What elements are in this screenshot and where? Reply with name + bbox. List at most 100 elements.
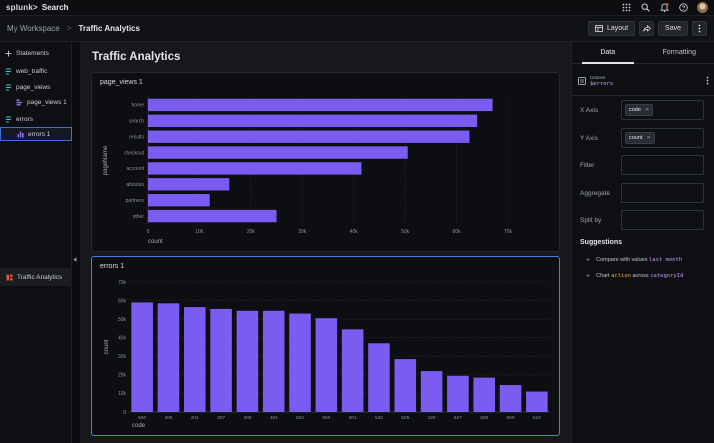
remove-chip-icon[interactable]: ✕ (644, 107, 650, 113)
x-tick-label: 60k (453, 229, 462, 235)
dashboard-canvas: Traffic Analytics page_views 1 0 10k 20k 30… (80, 42, 571, 443)
help-icon[interactable] (678, 3, 688, 13)
panel-tabs: Data Formatting (572, 42, 714, 64)
x-axis-dropzone[interactable]: code ✕ (621, 100, 704, 120)
x-tick-label: 10k (195, 229, 204, 235)
x-axis-field: X Axis code ✕ (580, 100, 706, 120)
x-tick-label: 307 (217, 415, 225, 421)
split-by-field: Split by (580, 210, 706, 230)
dashboard-link-label: Traffic Analytics (17, 273, 63, 281)
top-icons (621, 2, 708, 13)
tab-formatting[interactable]: Formatting (662, 49, 696, 56)
x-tick-label: 70k (504, 229, 513, 235)
dataset-icon (6, 116, 11, 122)
bar (499, 385, 522, 412)
page-views-bar-chart[interactable]: 0 10k 20k 30k 40k 50k 60k 70k home search results c… (92, 73, 561, 253)
bar (368, 343, 390, 412)
bar (315, 318, 338, 412)
y-tick-label: checkout (124, 150, 145, 156)
x-tick-label: 505 (401, 415, 409, 421)
bar (341, 329, 364, 412)
suggestion-keyword: last month (648, 257, 683, 263)
x-tick-label: 50k (401, 229, 410, 235)
layout-button[interactable]: Layout (588, 21, 636, 36)
bar (148, 178, 230, 191)
x-tick-label: 301 (349, 415, 357, 421)
y-tick-label: 30k (118, 354, 127, 360)
caret-left-icon (73, 256, 77, 262)
x-axis-chip[interactable]: code ✕ (625, 104, 654, 116)
x-tick-label: 500 (138, 415, 146, 421)
chip-label: code (629, 107, 641, 113)
more-options-button[interactable] (692, 21, 707, 36)
tree-item-errors-1[interactable]: errors 1 (0, 127, 72, 141)
workspace-header: My Workspace > Traffic Analytics Layout … (0, 16, 714, 42)
bar (148, 162, 362, 175)
tree-item-page-views[interactable]: page_views (5, 80, 69, 94)
bar (526, 391, 548, 412)
dataset-icon (6, 84, 11, 90)
suggestion-text: Compare with values (596, 257, 648, 263)
bar (447, 375, 469, 412)
x-tick-label: 0 (147, 229, 150, 235)
add-statement-button[interactable]: Statements (5, 46, 69, 60)
chart-title: page_views 1 (100, 79, 143, 86)
page-title: Traffic Analytics (92, 51, 181, 63)
filter-dropzone[interactable] (621, 155, 704, 175)
dashboard-link[interactable]: Traffic Analytics (0, 268, 72, 286)
bar (148, 114, 478, 128)
breadcrumb-workspace[interactable]: My Workspace (7, 24, 60, 33)
save-button[interactable]: Save (658, 21, 688, 36)
x-axis-label: X Axis (580, 106, 599, 114)
y-axis-label: pageName (103, 145, 109, 175)
tab-data[interactable]: Data (572, 42, 644, 64)
plus-icon: + (586, 256, 591, 264)
dataset-text: Dataset $errors (590, 75, 613, 87)
properties-panel: Data Formatting Dataset $errors X Axis c… (571, 42, 714, 443)
x-tick-label: 404 (270, 415, 278, 421)
user-avatar[interactable] (697, 2, 708, 13)
app-brand[interactable]: splunk> Search (6, 3, 69, 12)
tree-item-web-traffic[interactable]: web_traffic (5, 64, 69, 78)
y-tick-label: search (129, 119, 144, 125)
x-tick-label: 408 (243, 415, 251, 421)
dashboard-icon (6, 274, 13, 280)
x-tick-label: 509 (507, 415, 515, 421)
bar (262, 310, 285, 412)
tree-item-label: errors (16, 115, 33, 123)
search-icon[interactable] (640, 3, 650, 13)
divider (572, 95, 714, 96)
dataset-selector[interactable]: Dataset $errors (578, 70, 709, 92)
dataset-menu-icon[interactable] (706, 76, 709, 87)
y-axis-dropzone[interactable]: count ✕ (621, 128, 704, 148)
bar (148, 209, 277, 223)
tree-item-page-views-1[interactable]: page_views 1 (16, 95, 70, 109)
chart-card-errors[interactable]: errors 1 0 10k 20k 30k 40k 50k 60k 70k 500 200 201… (91, 256, 560, 436)
apps-grid-icon[interactable] (621, 3, 631, 13)
x-tick-label: 503 (322, 415, 330, 421)
y-tick-label: partners (126, 198, 145, 204)
split-by-dropzone[interactable] (621, 210, 704, 230)
collapse-panel-handle[interactable] (72, 252, 78, 266)
x-axis-label: count (148, 239, 163, 245)
remove-chip-icon[interactable]: ✕ (646, 135, 651, 141)
y-tick-label: other (133, 214, 145, 220)
chart-card-page-views[interactable]: page_views 1 0 10k 20k 30k 40k 50k 60k 70k home s… (91, 72, 560, 252)
plus-icon (5, 50, 12, 56)
x-tick-label: 429 (428, 415, 436, 421)
y-axis-chip[interactable]: count ✕ (625, 132, 655, 144)
suggestion-compare[interactable]: + Compare with values last month (586, 255, 682, 265)
share-button[interactable] (639, 21, 655, 36)
tree-item-errors[interactable]: errors (5, 112, 69, 126)
y-tick-label: 20k (118, 373, 127, 379)
x-tick-label: 20k (247, 229, 256, 235)
y-tick-label: 50k (118, 317, 127, 323)
filter-label: Filter (580, 161, 595, 169)
tree-item-label: page_views (16, 83, 51, 91)
notification-bell-icon[interactable] (659, 2, 669, 13)
aggregate-dropzone[interactable] (621, 183, 704, 203)
dataset-icon (578, 77, 586, 85)
suggestion-chart-action[interactable]: + Chart action across categoryId (586, 271, 683, 281)
top-navigation-bar: splunk> Search (0, 0, 714, 16)
errors-column-chart[interactable]: 0 10k 20k 30k 40k 50k 60k 70k 500 200 201 307 408 404… (92, 257, 561, 437)
